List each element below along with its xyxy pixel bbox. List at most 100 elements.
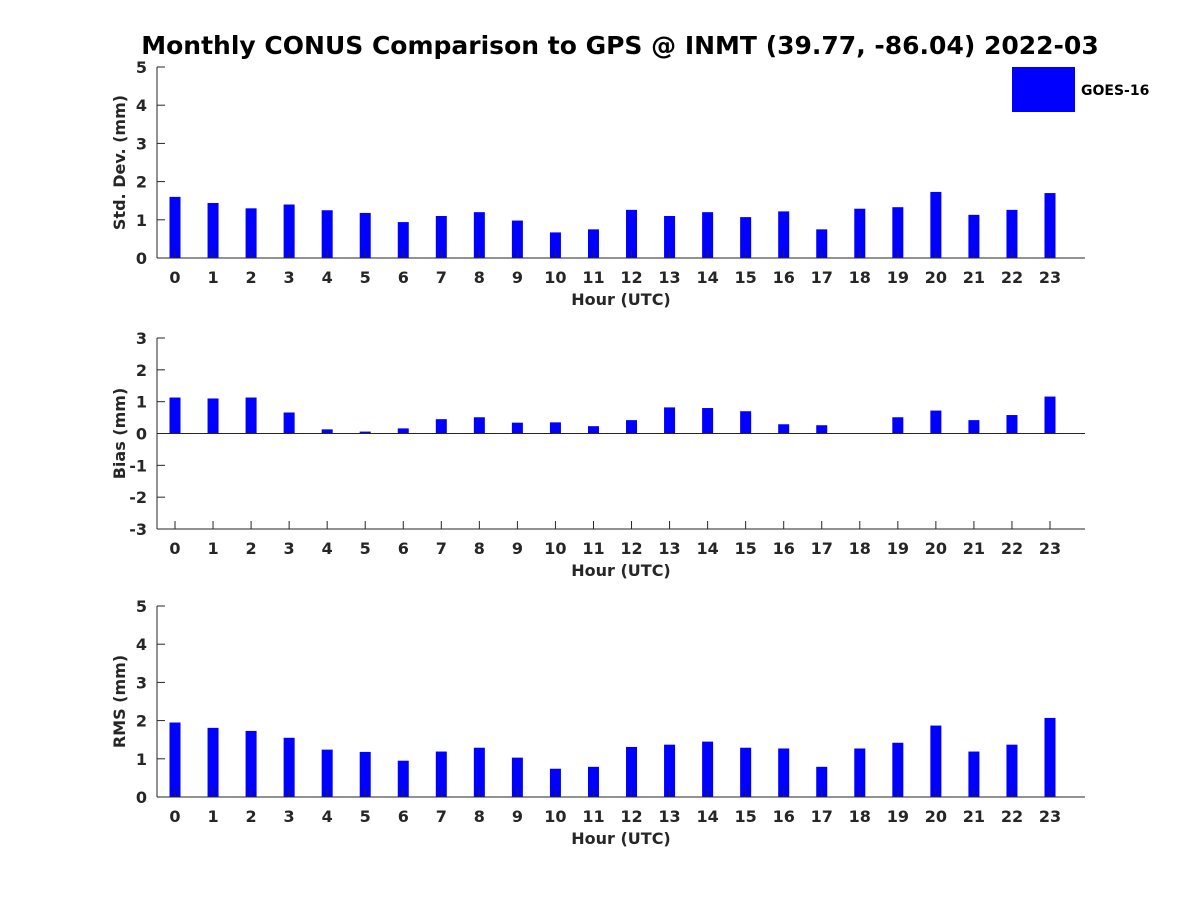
bar-6 bbox=[397, 760, 409, 797]
bar-17 bbox=[816, 766, 828, 797]
bar-1 bbox=[207, 727, 219, 797]
x-tick-label: 23 bbox=[1039, 807, 1061, 826]
x-tick-label: 10 bbox=[544, 268, 566, 287]
bar-14 bbox=[702, 212, 714, 258]
x-tick-label: 6 bbox=[398, 268, 409, 287]
bar-13 bbox=[664, 215, 676, 258]
bar-12 bbox=[626, 746, 638, 797]
y-tick-label: 0 bbox=[136, 425, 147, 444]
bar-2 bbox=[245, 397, 257, 434]
bar-12 bbox=[626, 420, 638, 434]
bar-0 bbox=[169, 722, 181, 797]
x-axis-label: Hour (UTC) bbox=[571, 290, 671, 309]
x-tick-label: 16 bbox=[773, 539, 795, 558]
y-tick-label: 0 bbox=[136, 788, 147, 807]
bar-22 bbox=[1006, 415, 1018, 434]
x-tick-label: 14 bbox=[696, 539, 718, 558]
x-tick-label: 23 bbox=[1039, 268, 1061, 287]
bar-19 bbox=[892, 742, 904, 797]
bar-9 bbox=[511, 757, 523, 797]
x-tick-label: 8 bbox=[474, 268, 485, 287]
bar-17 bbox=[816, 425, 828, 434]
bar-20 bbox=[930, 410, 942, 434]
y-tick-label: 3 bbox=[136, 134, 147, 153]
x-tick-label: 18 bbox=[849, 268, 871, 287]
x-tick-label: 12 bbox=[620, 807, 642, 826]
x-tick-label: 3 bbox=[284, 807, 295, 826]
bar-6 bbox=[397, 428, 409, 434]
x-axis-label: Hour (UTC) bbox=[571, 829, 671, 848]
x-tick-label: 15 bbox=[735, 268, 757, 287]
bar-13 bbox=[664, 744, 676, 797]
x-tick-label: 16 bbox=[773, 268, 795, 287]
bar-19 bbox=[892, 417, 904, 434]
x-tick-label: 21 bbox=[963, 807, 985, 826]
legend: GOES-16 bbox=[1012, 67, 1149, 112]
x-tick-label: 3 bbox=[284, 268, 295, 287]
bar-2 bbox=[245, 730, 257, 797]
x-tick-label: 20 bbox=[925, 539, 947, 558]
bar-16 bbox=[778, 424, 790, 434]
x-tick-label: 2 bbox=[246, 268, 257, 287]
x-tick-label: 7 bbox=[436, 807, 447, 826]
x-tick-label: 6 bbox=[398, 807, 409, 826]
x-tick-label: 1 bbox=[207, 268, 218, 287]
x-tick-label: 4 bbox=[322, 539, 333, 558]
bar-4 bbox=[321, 749, 333, 797]
x-tick-label: 4 bbox=[322, 807, 333, 826]
x-tick-label: 10 bbox=[544, 807, 566, 826]
y-axis-label: Bias (mm) bbox=[110, 388, 129, 480]
x-tick-label: 22 bbox=[1001, 268, 1023, 287]
x-tick-label: 5 bbox=[360, 807, 371, 826]
bar-15 bbox=[740, 217, 752, 258]
bar-4 bbox=[321, 429, 333, 434]
bar-12 bbox=[626, 209, 638, 258]
y-tick-label: 3 bbox=[136, 329, 147, 348]
x-tick-label: 19 bbox=[887, 807, 909, 826]
bar-11 bbox=[587, 229, 599, 258]
y-tick-label: 2 bbox=[136, 173, 147, 192]
x-tick-label: 20 bbox=[925, 807, 947, 826]
bar-13 bbox=[664, 407, 676, 434]
y-tick-label: 4 bbox=[136, 635, 147, 654]
bar-0 bbox=[169, 196, 181, 258]
x-tick-label: 22 bbox=[1001, 539, 1023, 558]
bar-10 bbox=[549, 232, 561, 258]
bar-2 bbox=[245, 208, 257, 258]
x-tick-label: 15 bbox=[735, 807, 757, 826]
x-tick-label: 21 bbox=[963, 539, 985, 558]
bar-21 bbox=[968, 751, 980, 797]
y-tick-label: 1 bbox=[136, 750, 147, 769]
bar-7 bbox=[435, 215, 447, 258]
y-tick-label: 2 bbox=[136, 712, 147, 731]
x-tick-label: 8 bbox=[474, 539, 485, 558]
x-tick-label: 6 bbox=[398, 539, 409, 558]
bar-3 bbox=[283, 204, 295, 258]
bar-1 bbox=[207, 398, 219, 434]
bar-8 bbox=[473, 212, 485, 258]
y-tick-label: 1 bbox=[136, 393, 147, 412]
x-tick-label: 12 bbox=[620, 268, 642, 287]
x-tick-label: 22 bbox=[1001, 807, 1023, 826]
bar-19 bbox=[892, 207, 904, 258]
x-tick-label: 14 bbox=[696, 807, 718, 826]
x-tick-label: 8 bbox=[474, 807, 485, 826]
bar-0 bbox=[169, 397, 181, 434]
bar-23 bbox=[1044, 717, 1056, 797]
x-tick-label: 19 bbox=[887, 268, 909, 287]
x-tick-label: 0 bbox=[169, 539, 180, 558]
x-tick-label: 11 bbox=[582, 539, 604, 558]
bar-16 bbox=[778, 748, 790, 797]
x-tick-label: 13 bbox=[658, 807, 680, 826]
bar-11 bbox=[587, 766, 599, 797]
y-tick-label: -2 bbox=[129, 488, 147, 507]
y-tick-label: 0 bbox=[136, 249, 147, 268]
x-tick-label: 18 bbox=[849, 539, 871, 558]
bar-9 bbox=[511, 422, 523, 434]
x-tick-label: 10 bbox=[544, 539, 566, 558]
bar-3 bbox=[283, 412, 295, 434]
bar-21 bbox=[968, 420, 980, 434]
y-tick-label: 4 bbox=[136, 96, 147, 115]
